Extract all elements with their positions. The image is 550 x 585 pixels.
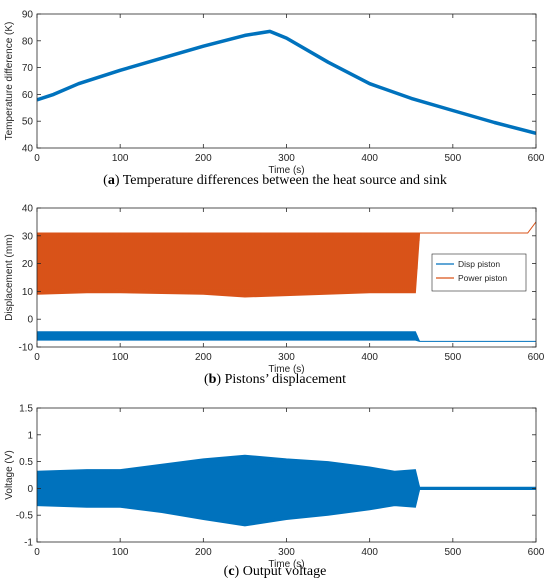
y-tick-label: 40 — [22, 204, 34, 215]
x-tick-label: 0 — [34, 153, 40, 164]
y-tick-label: 20 — [22, 259, 34, 270]
x-axis-label: Time (s) — [268, 364, 304, 375]
x-tick-label: 0 — [34, 547, 40, 558]
y-tick-label: 50 — [22, 117, 34, 128]
legend-entry: Disp piston — [458, 259, 500, 269]
x-tick-label: 400 — [361, 547, 378, 558]
x-tick-label: 100 — [112, 352, 129, 363]
series-group — [37, 221, 536, 342]
y-tick-label: 40 — [22, 144, 34, 155]
axes-box — [36, 13, 537, 149]
panel-temperature: 0 100 200 300 400 500 600 40 50 60 70 80 90 Time (s) T… — [4, 10, 545, 177]
legend: Disp piston Power piston — [431, 253, 527, 292]
y-axis-label: Displacement (mm) — [4, 234, 15, 321]
x-tick-label: 300 — [278, 352, 295, 363]
caption-b: (b) Pistons’ displacement — [203, 372, 347, 387]
x-tick-label: 400 — [361, 352, 378, 363]
y-tick-label: 0 — [27, 315, 33, 326]
legend-box — [431, 253, 527, 292]
x-tick-label: 100 — [112, 547, 129, 558]
y-tick-label: 10 — [22, 287, 34, 298]
y-tick-label: 60 — [22, 90, 34, 101]
caption-c: (c) Output voltage — [223, 564, 327, 579]
y-tick-label: 80 — [22, 36, 34, 47]
y-tick-label: 70 — [22, 63, 34, 74]
series-texture-0 — [37, 456, 536, 525]
x-tick-label: 400 — [361, 153, 378, 164]
x-axis-label: Time (s) — [268, 559, 304, 570]
x-tick-label: 300 — [278, 153, 295, 164]
y-axis-label: Voltage (V) — [4, 450, 15, 499]
x-tick-label: 100 — [112, 153, 129, 164]
x-tick-label: 200 — [195, 153, 212, 164]
x-tick-label: 500 — [444, 352, 461, 363]
y-axis-label: Temperature difference (K) — [4, 22, 15, 141]
y-tick-label: -1 — [24, 538, 33, 549]
y-tick-label: 0.5 — [19, 457, 33, 468]
x-tick-label: 300 — [278, 547, 295, 558]
x-tick-label: 200 — [195, 547, 212, 558]
x-tick-label: 500 — [444, 547, 461, 558]
x-tick-label: 600 — [528, 153, 545, 164]
y-tick-label: -10 — [19, 343, 34, 354]
panel-voltage: 0 100 200 300 400 500 600 -1 -0.5 0 0.5 1 1.5 Time (s… — [4, 404, 545, 571]
x-tick-label: 500 — [444, 153, 461, 164]
y-tick-label: -0.5 — [16, 511, 34, 522]
y-tick-label: 90 — [22, 10, 34, 21]
x-tick-label: 200 — [195, 352, 212, 363]
x-tick-label: 0 — [34, 352, 40, 363]
y-tick-label: 1.5 — [19, 404, 33, 415]
caption-a: (a) Temperature differences between the … — [103, 173, 447, 188]
series-group — [37, 29, 536, 135]
legend-entry: Power piston — [458, 273, 507, 283]
x-axis-label: Time (s) — [268, 165, 304, 176]
series-group — [37, 454, 536, 527]
y-tick-label: 30 — [22, 231, 34, 242]
x-tick-label: 600 — [528, 352, 545, 363]
y-tick-label: 0 — [27, 484, 33, 495]
series-texture-0 — [37, 331, 420, 342]
series-texture-1 — [37, 233, 420, 297]
y-tick-label: 1 — [27, 430, 33, 441]
series-line-0 — [37, 29, 536, 135]
x-tick-label: 600 — [528, 547, 545, 558]
